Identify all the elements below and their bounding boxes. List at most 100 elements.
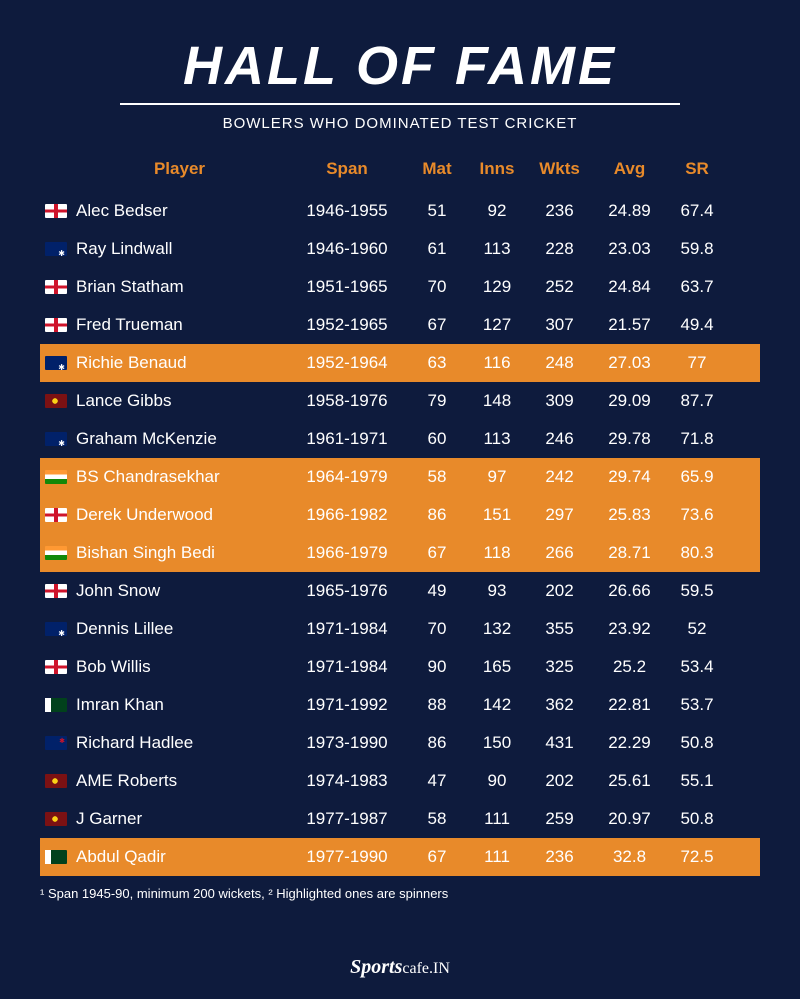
cell-inns: 129: [467, 277, 527, 297]
cell-mat: 70: [407, 619, 467, 639]
col-inns-header: Inns: [467, 159, 527, 179]
cell-mat: 70: [407, 277, 467, 297]
cell-wkts: 248: [527, 353, 592, 373]
table-row: Graham McKenzie1961-19716011324629.7871.…: [40, 420, 760, 458]
cell-mat: 86: [407, 505, 467, 525]
cell-inns: 97: [467, 467, 527, 487]
stats-table: Player Span Mat Inns Wkts Avg SR Alec Be…: [40, 150, 760, 876]
footer-brand: Sports: [350, 956, 402, 978]
col-span-header: Span: [287, 159, 407, 179]
col-wkts-header: Wkts: [527, 159, 592, 179]
table-row: Abdul Qadir1977-19906711123632.872.5: [40, 838, 760, 876]
cell-inns: 118: [467, 543, 527, 563]
cell-span: 1951-1965: [287, 277, 407, 297]
nz-flag-icon: [45, 736, 67, 750]
cell-mat: 60: [407, 429, 467, 449]
wi-flag-icon: [45, 774, 67, 788]
cell-mat: 61: [407, 239, 467, 259]
eng-flag-icon: [45, 584, 67, 598]
flag-cell: [40, 622, 72, 636]
flag-cell: [40, 508, 72, 522]
cell-player: Derek Underwood: [72, 505, 287, 525]
cell-span: 1973-1990: [287, 733, 407, 753]
cell-mat: 47: [407, 771, 467, 791]
cell-sr: 50.8: [667, 809, 727, 829]
ind-flag-icon: [45, 546, 67, 560]
cell-mat: 67: [407, 315, 467, 335]
page-title: HALL OF FAME: [40, 35, 760, 97]
cell-avg: 29.78: [592, 429, 667, 449]
flag-cell: [40, 812, 72, 826]
cell-inns: 142: [467, 695, 527, 715]
cell-sr: 50.8: [667, 733, 727, 753]
cell-wkts: 202: [527, 581, 592, 601]
eng-flag-icon: [45, 660, 67, 674]
cell-player: Abdul Qadir: [72, 847, 287, 867]
cell-mat: 79: [407, 391, 467, 411]
cell-player: Richard Hadlee: [72, 733, 287, 753]
cell-span: 1958-1976: [287, 391, 407, 411]
table-row: Richard Hadlee1973-19908615043122.2950.8: [40, 724, 760, 762]
cell-wkts: 228: [527, 239, 592, 259]
cell-inns: 150: [467, 733, 527, 753]
footer-suffix: cafe.IN: [402, 960, 450, 977]
wi-flag-icon: [45, 394, 67, 408]
footnote-text: ¹ Span 1945-90, minimum 200 wickets, ² H…: [40, 886, 760, 901]
table-row: J Garner1977-19875811125920.9750.8: [40, 800, 760, 838]
table-row: Richie Benaud1952-19646311624827.0377: [40, 344, 760, 382]
cell-sr: 49.4: [667, 315, 727, 335]
cell-avg: 22.81: [592, 695, 667, 715]
cell-wkts: 307: [527, 315, 592, 335]
cell-sr: 73.6: [667, 505, 727, 525]
table-row: Lance Gibbs1958-19767914830929.0987.7: [40, 382, 760, 420]
cell-wkts: 202: [527, 771, 592, 791]
cell-avg: 25.61: [592, 771, 667, 791]
aus-flag-icon: [45, 622, 67, 636]
cell-player: Fred Trueman: [72, 315, 287, 335]
eng-flag-icon: [45, 280, 67, 294]
cell-inns: 113: [467, 239, 527, 259]
flag-cell: [40, 736, 72, 750]
cell-inns: 148: [467, 391, 527, 411]
cell-wkts: 297: [527, 505, 592, 525]
cell-sr: 71.8: [667, 429, 727, 449]
cell-span: 1952-1965: [287, 315, 407, 335]
cell-wkts: 246: [527, 429, 592, 449]
aus-flag-icon: [45, 432, 67, 446]
cell-avg: 20.97: [592, 809, 667, 829]
cell-span: 1946-1960: [287, 239, 407, 259]
table-row: BS Chandrasekhar1964-1979589724229.7465.…: [40, 458, 760, 496]
cell-mat: 49: [407, 581, 467, 601]
table-row: Fred Trueman1952-19656712730721.5749.4: [40, 306, 760, 344]
cell-wkts: 252: [527, 277, 592, 297]
cell-wkts: 325: [527, 657, 592, 677]
flag-cell: [40, 660, 72, 674]
pak-flag-icon: [45, 698, 67, 712]
cell-mat: 67: [407, 847, 467, 867]
cell-wkts: 266: [527, 543, 592, 563]
flag-cell: [40, 698, 72, 712]
cell-player: John Snow: [72, 581, 287, 601]
cell-sr: 80.3: [667, 543, 727, 563]
cell-wkts: 362: [527, 695, 592, 715]
cell-mat: 67: [407, 543, 467, 563]
cell-wkts: 236: [527, 847, 592, 867]
cell-player: AME Roberts: [72, 771, 287, 791]
wi-flag-icon: [45, 812, 67, 826]
eng-flag-icon: [45, 318, 67, 332]
cell-inns: 111: [467, 847, 527, 867]
cell-wkts: 309: [527, 391, 592, 411]
cell-inns: 111: [467, 809, 527, 829]
cell-player: Dennis Lillee: [72, 619, 287, 639]
footer-logo: Sportscafe.IN: [40, 936, 760, 979]
cell-player: Graham McKenzie: [72, 429, 287, 449]
cell-sr: 55.1: [667, 771, 727, 791]
flag-cell: [40, 774, 72, 788]
cell-mat: 90: [407, 657, 467, 677]
page-subtitle: BOWLERS WHO DOMINATED TEST CRICKET: [40, 115, 760, 132]
cell-span: 1977-1987: [287, 809, 407, 829]
cell-mat: 86: [407, 733, 467, 753]
cell-sr: 63.7: [667, 277, 727, 297]
eng-flag-icon: [45, 204, 67, 218]
cell-mat: 58: [407, 809, 467, 829]
